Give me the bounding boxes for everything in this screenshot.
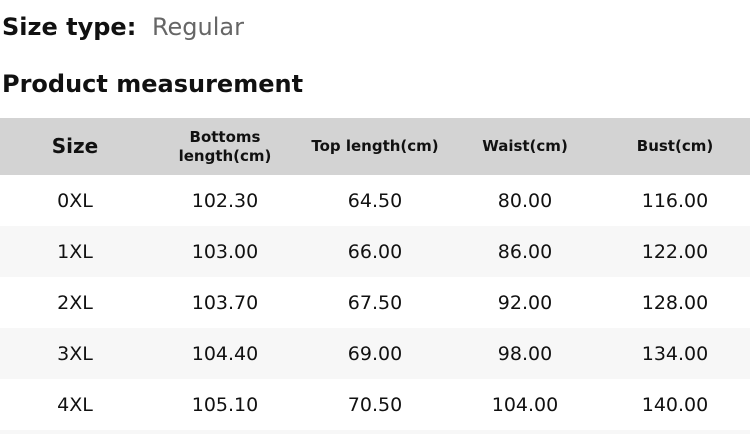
top-length-cell: 66.00 xyxy=(347,240,403,263)
top-length-cell: 70.50 xyxy=(347,393,403,416)
table-row: 2XL 103.70 67.50 92.00 128.00 xyxy=(0,277,750,328)
bottoms-length-cell: 103.00 xyxy=(191,240,259,263)
size-cell: 4XL xyxy=(57,393,93,416)
bust-cell: 116.00 xyxy=(641,189,709,212)
size-type-value: Regular xyxy=(151,13,244,41)
waist-cell: 104.00 xyxy=(491,393,559,416)
table-row: 4XL 105.10 70.50 104.00 140.00 xyxy=(0,379,750,430)
bottoms-length-cell: 104.40 xyxy=(191,342,259,365)
bust-cell: 122.00 xyxy=(641,240,709,263)
size-cell: 1XL xyxy=(57,240,93,263)
measurement-table: Size Bottoms length(cm) Top length(cm) W… xyxy=(0,118,750,434)
table-row: 3XL 104.40 69.00 98.00 134.00 xyxy=(0,328,750,379)
top-length-cell: 69.00 xyxy=(347,342,403,365)
section-title: Product measurement xyxy=(2,70,304,98)
table-header-row: Size Bottoms length(cm) Top length(cm) W… xyxy=(0,118,750,175)
bottoms-length-cell: 102.30 xyxy=(191,189,259,212)
top-length-cell: 67.50 xyxy=(347,291,403,314)
bust-cell: 140.00 xyxy=(641,393,709,416)
column-header-top-length: Top length(cm) xyxy=(311,137,439,156)
column-header-bust: Bust(cm) xyxy=(636,137,714,156)
top-length-cell: 64.50 xyxy=(347,189,403,212)
table-row: 0XL 102.30 64.50 80.00 116.00 xyxy=(0,175,750,226)
column-header-size: Size xyxy=(51,134,99,158)
waist-cell: 86.00 xyxy=(497,240,553,263)
size-cell: 3XL xyxy=(57,342,93,365)
product-measurement-section: Size type: Regular Product measurement S… xyxy=(0,13,750,434)
waist-cell: 98.00 xyxy=(497,342,553,365)
size-cell: 2XL xyxy=(57,291,93,314)
size-type-line: Size type: Regular xyxy=(2,13,750,41)
column-header-waist: Waist(cm) xyxy=(482,137,568,156)
column-header-bottoms-length: Bottoms length(cm) xyxy=(178,127,272,165)
table-row: 1XL 103.00 66.00 86.00 122.00 xyxy=(0,226,750,277)
size-type-label: Size type: xyxy=(2,13,137,41)
waist-cell: 80.00 xyxy=(497,189,553,212)
bust-cell: 134.00 xyxy=(641,342,709,365)
waist-cell: 92.00 xyxy=(497,291,553,314)
bottoms-length-cell: 103.70 xyxy=(191,291,259,314)
bust-cell: 128.00 xyxy=(641,291,709,314)
next-row-partial xyxy=(0,430,750,434)
size-cell: 0XL xyxy=(57,189,93,212)
bottoms-length-cell: 105.10 xyxy=(191,393,259,416)
